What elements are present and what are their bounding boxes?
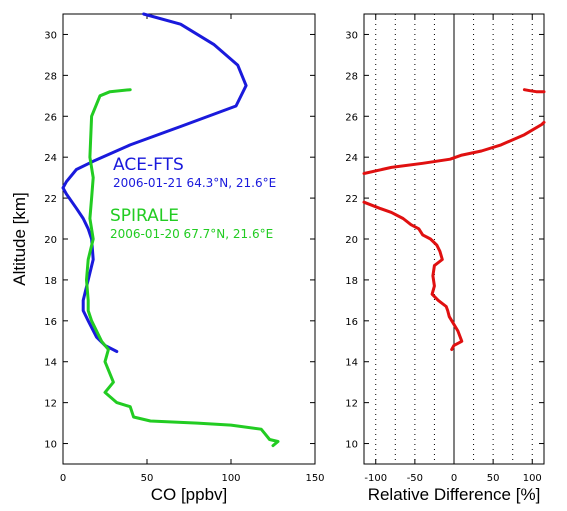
right-y-tick-label: 26 — [345, 112, 358, 123]
relative-difference-line-segment-2 — [362, 200, 464, 351]
co-profile-panel: 0 50 100 150 10 12 14 16 18 20 22 24 26 28 30 ACE-FTS… — [10, 12, 325, 504]
annotation-ace-fts-name: ACE-FTS — [113, 155, 184, 175]
right-y-tick-label: 30 — [345, 30, 358, 41]
left-x-axis: 0 50 100 150 — [60, 14, 325, 484]
right-x-tick-label: 0 — [451, 473, 457, 484]
right-x-axis: -100 -50 0 50 100 — [364, 14, 542, 484]
right-y-tick-label: 20 — [345, 235, 358, 246]
left-y-tick-label: 26 — [44, 112, 57, 123]
right-y-tick-label: 10 — [345, 440, 358, 451]
right-x-tick-label: 100 — [523, 473, 542, 484]
left-y-tick-label: 16 — [44, 317, 57, 328]
right-y-tick-label: 16 — [345, 317, 358, 328]
right-grid — [375, 14, 533, 464]
left-y-tick-label: 20 — [44, 235, 57, 246]
right-y-tick-label: 22 — [345, 194, 358, 205]
left-x-tick-label: 0 — [60, 473, 66, 484]
annotation-spirale-name: SPIRALE — [110, 206, 179, 226]
relative-difference-panel: -100 -50 0 50 100 10 12 14 16 18 20 22 24 26 28 30 Rel… — [345, 13, 546, 504]
left-x-tick-label: 50 — [141, 473, 154, 484]
left-y-tick-label: 12 — [44, 399, 57, 410]
relative-difference-line-segment-1 — [362, 120, 546, 175]
right-y-tick-label: 18 — [345, 276, 358, 287]
annotation-ace-fts-detail: 2006-01-21 64.3°N, 21.6°E — [113, 176, 276, 190]
right-y-tick-label: 28 — [345, 71, 358, 82]
right-y-axis: 10 12 14 16 18 20 22 24 26 28 30 — [345, 30, 544, 451]
left-y-tick-label: 14 — [44, 358, 57, 369]
left-y-tick-label: 18 — [44, 276, 57, 287]
left-x-tick-label: 100 — [221, 473, 240, 484]
right-y-tick-label: 12 — [345, 399, 358, 410]
left-series — [61, 12, 280, 448]
left-y-tick-label: 28 — [44, 71, 57, 82]
left-y-tick-label: 10 — [44, 440, 57, 451]
relative-difference-line-segment-3 — [522, 88, 546, 94]
right-x-tick-label: 50 — [487, 473, 500, 484]
right-y-tick-label: 14 — [345, 358, 358, 369]
left-y-axis-label: Altitude [km] — [10, 192, 29, 286]
left-y-axis: 10 12 14 16 18 20 22 24 26 28 30 — [44, 30, 315, 451]
annotation-spirale-detail: 2006-01-20 67.7°N, 21.6°E — [110, 227, 273, 241]
right-x-tick-label: -100 — [364, 473, 387, 484]
series-ace-fts-line — [61, 12, 248, 353]
left-y-tick-label: 30 — [44, 30, 57, 41]
right-x-axis-label: Relative Difference [%] — [368, 485, 541, 504]
left-x-axis-label: CO [ppbv] — [151, 485, 228, 504]
series-spirale-line — [85, 88, 280, 448]
right-series — [362, 88, 546, 351]
left-x-tick-label: 150 — [305, 473, 324, 484]
left-y-tick-label: 22 — [44, 194, 57, 205]
left-y-tick-label: 24 — [44, 153, 57, 164]
right-x-tick-label: -50 — [407, 473, 423, 484]
right-y-tick-label: 24 — [345, 153, 358, 164]
